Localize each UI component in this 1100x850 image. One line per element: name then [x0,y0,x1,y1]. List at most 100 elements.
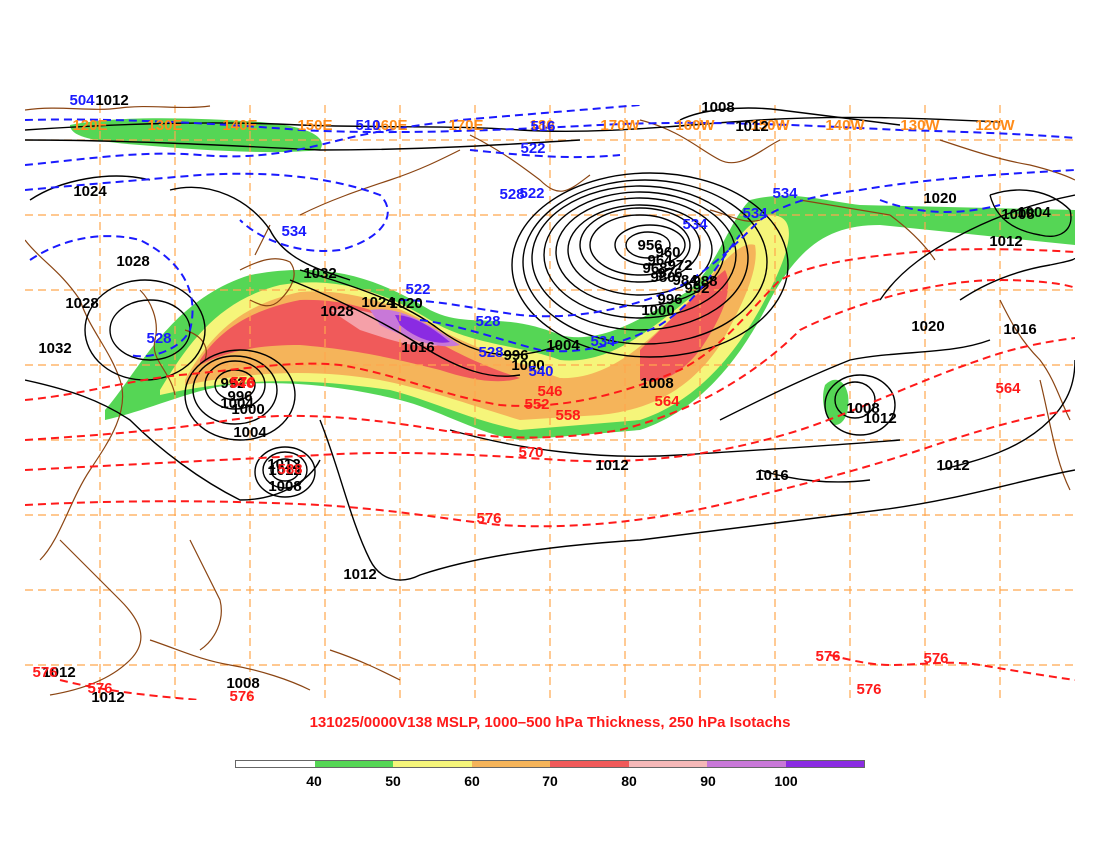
isobar-label: 1008 [1001,206,1034,223]
lon-label: 160W [675,117,715,134]
isobar-label: 976 [657,265,682,282]
isobar-label: 1024 [361,294,395,311]
thickness-label: 576 [476,510,501,527]
isobar-label: 1020 [923,190,956,207]
isobar-label: 980 [650,269,675,286]
colorbar-label: 50 [385,773,401,789]
thickness-label: 564 [995,380,1021,397]
isobar-label: 1012 [95,92,128,109]
lon-label: 170E [448,117,483,134]
isobar-label: 992 [684,280,709,297]
thickness-contours-low [25,105,1075,358]
lon-label: 140W [825,117,865,134]
lon-label: 170W [600,117,640,134]
isobar-label: 1016 [1003,321,1036,338]
isobar-label: 988 [692,273,717,290]
thickness-label: 576 [229,688,254,705]
isobar-label: 1008 [640,375,673,392]
thickness-label: 510 [355,117,380,134]
isobar-label: 1008 [701,99,734,116]
colorbar-seg [314,761,393,767]
colorbar-seg [628,761,707,767]
isobar-label: 956 [637,237,662,254]
isobar-label: 1012 [735,118,768,135]
isobar-label: 1016 [401,339,434,356]
thickness-label: 534 [772,185,798,202]
isobar-label: 1012 [343,566,376,583]
colorbar-label: 40 [306,773,322,789]
isobar-label: 960 [655,244,680,261]
lon-label: 140E [222,117,257,134]
thickness-label: 504 [69,92,95,109]
thickness-label: 522 [520,140,545,157]
isobar-label: 1028 [116,253,149,270]
isobar-label: 996 [657,291,682,308]
thickness-label: 540 [528,363,553,380]
colorbar-label: 90 [700,773,716,789]
isobar-label: 992 [220,375,245,392]
thickness-label: 570 [518,444,543,461]
lon-label: 120E [72,117,107,134]
isotach-shading [70,118,1075,440]
isobar-label: 1028 [320,303,353,320]
colorbar-label: 70 [542,773,558,789]
colorbar-seg [550,761,629,767]
isotach-band-80 [200,299,520,382]
thickness-label: 528 [146,330,171,347]
colorbar-label: 60 [464,773,480,789]
thickness-label: 576 [32,664,57,681]
isobar-label: 1020 [389,295,422,312]
thickness-label: 534 [590,333,616,350]
thickness-label: 528 [478,344,503,361]
isobar-label: 1008 [268,478,301,495]
isobar-label: 996 [503,347,528,364]
isobar-label: 1024 [73,183,107,200]
thickness-label: 528 [499,186,524,203]
isobar-label: 1004 [233,424,267,441]
isobar-label: 1008 [226,675,259,692]
isotach-colorbar [235,760,865,768]
isobar-label: 1032 [38,340,71,357]
colorbar-seg [471,761,550,767]
thickness-label: 564 [654,393,680,410]
isobar-label: 1004 [1017,204,1051,221]
isobar-label: 1012 [42,664,75,681]
coastlines [25,105,1075,696]
isobars [25,107,1075,581]
isobar-label: 984 [672,272,698,289]
isotach-band-max [395,315,450,343]
thickness-label: 576 [87,680,112,697]
isobar-label: 1004 [546,337,580,354]
isobar-label: 1000 [511,357,544,374]
isobar-label: 1000 [641,302,674,319]
thickness-label: 552 [524,396,549,413]
colorbar-seg [707,761,786,767]
thickness-label: 534 [281,223,307,240]
lon-label: 130W [900,117,940,134]
lon-label: 120W [975,117,1015,134]
thickness-low-labels: 504 510 516 522 528 522 534 534 534 534 … [69,92,798,380]
lon-label: 150W [750,117,790,134]
thickness-high-labels: 546 552 558 546 564 570 576 564 576 576 … [32,374,1021,705]
colorbar-label: 100 [774,773,798,789]
isobar-label: 996 [227,388,252,405]
isobar-label: 1028 [65,295,98,312]
colorbar-seg [785,761,864,767]
isobar-label: 968 [642,260,667,277]
isotach-band-80b [640,270,729,382]
colorbar-seg [393,761,472,767]
isobar-label: 1012 [989,233,1022,250]
isobar-label: 1004 [220,395,254,412]
thickness-label: 522 [519,185,544,202]
isobar-label: 1012 [595,457,628,474]
isobar-label: 1012 [91,689,124,706]
thickness-label: 522 [405,281,430,298]
isobar-label: 1020 [911,318,944,335]
colorbar-seg [236,761,315,767]
isotach-band-70 [185,244,756,420]
lon-label: 150E [297,117,332,134]
isobar-label: 1016 [755,467,788,484]
thickness-label: 534 [742,205,768,222]
longitude-labels: 120E 130E 140E 150E 160E 170E 180 170W 1… [72,117,1015,134]
